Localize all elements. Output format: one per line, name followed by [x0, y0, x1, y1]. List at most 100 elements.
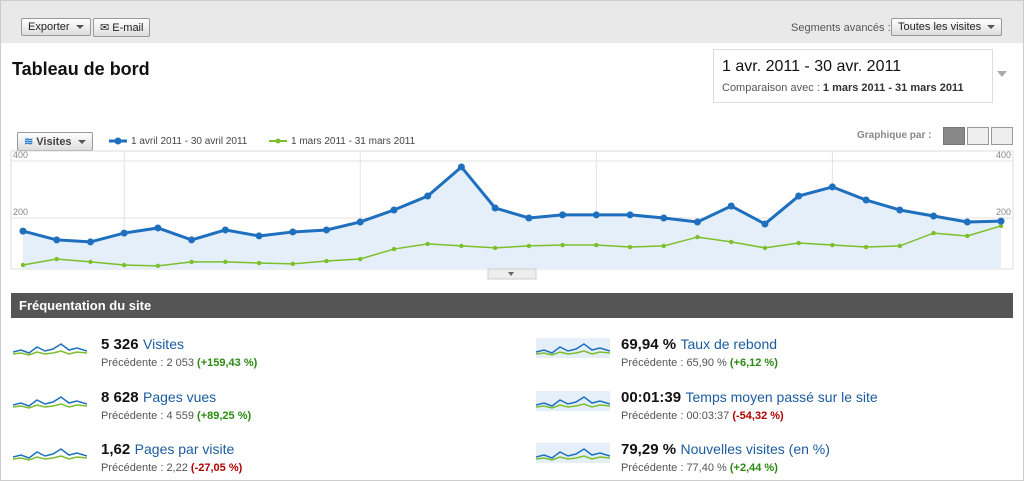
point	[727, 202, 735, 210]
point	[660, 214, 668, 222]
sparkline	[536, 443, 610, 463]
point	[525, 214, 533, 222]
section-header: Fréquentation du site	[11, 293, 1013, 318]
export-label: Exporter	[28, 21, 70, 33]
point	[188, 236, 196, 244]
segments-value: Toutes les visites	[898, 21, 982, 33]
point	[323, 226, 331, 234]
previous-value: 2,22	[166, 462, 188, 474]
point	[459, 243, 464, 249]
sparkline-line	[13, 403, 87, 409]
view-week[interactable]	[967, 127, 989, 145]
previous-label: Précédente :	[621, 410, 684, 422]
legend-dot	[114, 137, 122, 145]
point	[896, 206, 904, 214]
point	[391, 246, 397, 252]
sparkline	[13, 338, 87, 358]
date-box[interactable]: 1 avr. 2011 - 30 avr. 2011 Comparaison a…	[713, 49, 993, 103]
previous-value: 77,40 %	[686, 462, 727, 474]
point	[290, 261, 295, 267]
series-line	[22, 225, 1002, 267]
point	[897, 243, 903, 249]
legend-label: 1 mars 2011 - 31 mars 2011	[291, 136, 416, 147]
metric-text: 5 326 Visites Précédente : 2 053 (+159,43…	[101, 336, 433, 369]
metric-line: 00:01:39 Temps moyen passé sur le site	[621, 389, 956, 407]
previous-value: 2 053	[166, 357, 194, 369]
metric-previous: Précédente : 2,22 (-27,05 %)	[101, 462, 433, 474]
sparkline-line	[13, 396, 87, 407]
point	[828, 183, 836, 191]
metric-text: 8 628 Pages vues Précédente : 4 559 (+89,…	[101, 389, 433, 422]
point	[424, 192, 432, 200]
area	[23, 166, 1001, 269]
metric-label[interactable]: Pages vues	[143, 389, 217, 405]
metric: 8 628 Pages vues Précédente : 4 559 (+89,…	[13, 389, 433, 422]
email-button[interactable]: ✉ E-mail	[93, 18, 151, 37]
change: (+2,44 %)	[729, 462, 778, 474]
graph-by: Graphique par :	[857, 130, 932, 141]
sparkline-line	[536, 448, 610, 459]
previous-value: 00:03:37	[686, 410, 730, 422]
point	[862, 196, 870, 204]
y-tick-label: 200	[13, 207, 28, 217]
sparkline-line	[13, 455, 87, 461]
metric: 00:01:39 Temps moyen passé sur le site Pr…	[536, 389, 956, 422]
point	[795, 192, 803, 200]
sparkline-line	[536, 403, 610, 409]
point	[457, 163, 465, 171]
metric-line: 1,62 Pages par visite	[101, 441, 433, 459]
view-month[interactable]	[991, 127, 1013, 145]
metric-value: 69,94 %	[621, 336, 677, 353]
point	[626, 211, 634, 219]
metric-label[interactable]: Visites	[143, 336, 184, 352]
point	[155, 263, 161, 269]
point	[695, 234, 700, 240]
metric-label[interactable]: Temps moyen passé sur le site	[685, 389, 878, 405]
point	[20, 262, 26, 268]
point	[761, 220, 769, 228]
metric-value: 8 628	[101, 389, 139, 406]
metric-value: 5 326	[101, 336, 139, 353]
point	[88, 259, 93, 265]
metric-value: 1,62	[101, 441, 131, 458]
point	[289, 228, 297, 236]
comparison-label: Comparaison avec :	[722, 82, 820, 94]
previous-label: Précédente :	[101, 357, 164, 369]
point	[559, 211, 567, 219]
series-line	[22, 164, 1002, 244]
date-dropdown[interactable]	[997, 71, 1007, 77]
y2-tick-label: 400	[996, 150, 1011, 160]
point	[121, 262, 127, 268]
previous-label: Précédente :	[101, 462, 164, 474]
point	[560, 242, 565, 248]
sparkline-line	[13, 350, 87, 356]
sparkline-line	[536, 350, 610, 356]
sparkline-line	[536, 455, 610, 461]
point	[729, 239, 734, 245]
segments-label: Segments avancés :	[791, 22, 891, 34]
point	[324, 258, 329, 264]
view-day[interactable]	[943, 127, 965, 145]
point	[592, 211, 600, 219]
export-button[interactable]: Exporter	[21, 18, 91, 36]
point	[594, 242, 599, 248]
metric-line: 69,94 % Taux de rebond	[621, 336, 956, 354]
point	[255, 232, 263, 240]
point	[19, 227, 27, 235]
point	[965, 233, 970, 239]
metric-label[interactable]: Taux de rebond	[680, 336, 778, 352]
y2-tick-label: 200	[996, 207, 1011, 217]
metric-previous: Précédente : 77,40 % (+2,44 %)	[621, 462, 956, 474]
metric-label[interactable]: Nouvelles visites (en %)	[680, 441, 830, 457]
comparison: Comparaison avec : 1 mars 2011 - 31 mars…	[722, 82, 964, 94]
point	[189, 259, 194, 265]
legend-label: 1 avril 2011 - 30 avril 2011	[131, 136, 248, 147]
sparkline-line	[536, 343, 610, 354]
segments-select[interactable]: Toutes les visites	[891, 18, 1003, 36]
metric-label[interactable]: Pages par visite	[134, 441, 235, 457]
change: (+89,25 %)	[197, 410, 252, 422]
point	[53, 236, 61, 244]
change: (-27,05 %)	[190, 462, 243, 474]
previous-value: 4 559	[166, 410, 194, 422]
